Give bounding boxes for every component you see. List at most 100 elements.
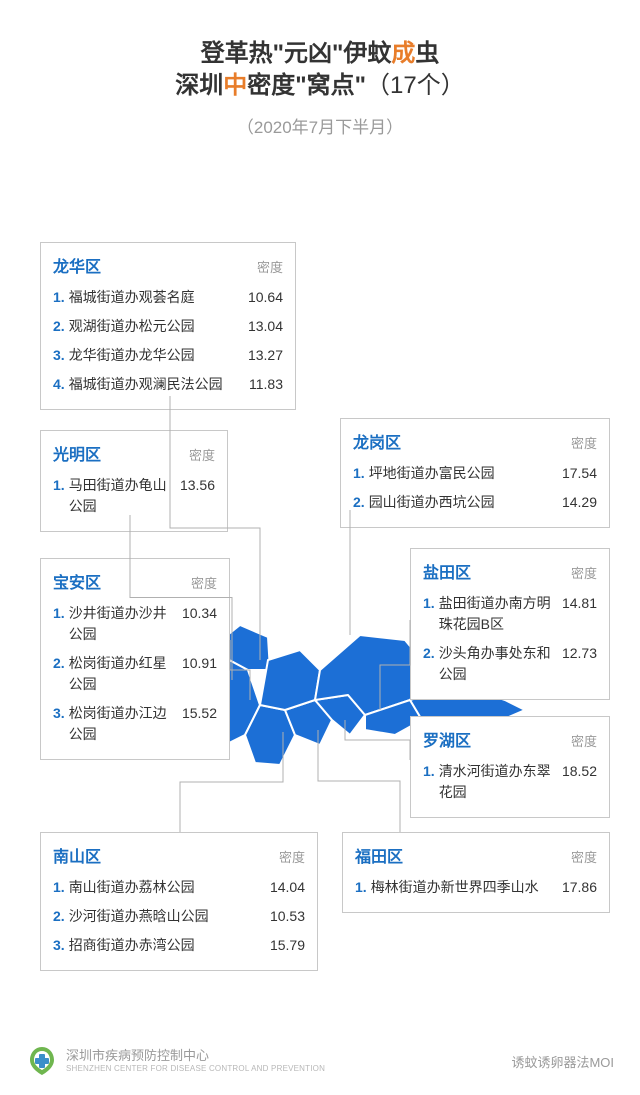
footer: 深圳市疾病预防控制中心 SHENZHEN CENTER FOR DISEASE …	[0, 1045, 640, 1077]
density-column-label: 密度	[257, 257, 283, 276]
footer-org: 深圳市疾病预防控制中心 SHENZHEN CENTER FOR DISEASE …	[66, 1048, 325, 1073]
density-value: 10.34	[182, 603, 217, 624]
district-name: 宝安区	[53, 569, 101, 593]
row-index: 1.	[53, 287, 65, 308]
density-value: 13.27	[248, 345, 283, 366]
card-header: 罗湖区 密度	[423, 727, 597, 751]
density-value: 10.91	[182, 653, 217, 674]
card-header: 福田区 密度	[355, 843, 597, 867]
density-value: 11.83	[249, 374, 283, 395]
location-name: 观湖街道办松元公园	[69, 316, 248, 337]
location-row: 1.马田街道办龟山公园13.56	[53, 471, 215, 521]
footer-method: 诱蚊诱卵器法MOI	[511, 1052, 614, 1071]
infographic-canvas: 龙华区密度1.福城街道办观荟名庭10.642.观湖街道办松元公园13.043.龙…	[0, 0, 640, 1095]
location-row: 1.盐田街道办南方明珠花园B区14.81	[423, 589, 597, 639]
density-value: 13.04	[248, 316, 283, 337]
district-card: 宝安区密度1.沙井街道办沙井公园10.342.松岗街道办红星公园10.913.松…	[40, 558, 230, 760]
cdc-logo-icon	[26, 1045, 58, 1077]
row-index: 1.	[423, 761, 435, 782]
location-row: 3.龙华街道办龙华公园13.27	[53, 341, 283, 370]
density-value: 17.86	[562, 877, 597, 898]
row-index: 2.	[53, 906, 65, 927]
density-value: 13.56	[180, 475, 215, 496]
density-column-label: 密度	[571, 847, 597, 866]
density-value: 12.73	[562, 643, 597, 664]
location-name: 松岗街道办江边公园	[69, 703, 182, 745]
row-index: 4.	[53, 374, 65, 395]
location-row: 1.南山街道办荔林公园14.04	[53, 873, 305, 902]
location-name: 沙河街道办燕晗山公园	[69, 906, 270, 927]
district-card: 光明区 密度 1.马田街道办龟山公园13.56	[40, 430, 228, 532]
footer-org-zh: 深圳市疾病预防控制中心	[66, 1048, 325, 1064]
location-row: 1.沙井街道办沙井公园10.34	[53, 599, 217, 649]
row-index: 1.	[353, 463, 365, 484]
location-row: 1.坪地街道办富民公园17.54	[353, 459, 597, 488]
footer-logo: 深圳市疾病预防控制中心 SHENZHEN CENTER FOR DISEASE …	[26, 1045, 325, 1077]
location-name: 南山街道办荔林公园	[69, 877, 270, 898]
card-header: 南山区 密度	[53, 843, 305, 867]
location-row: 2.观湖街道办松元公园13.04	[53, 312, 283, 341]
district-name: 龙华区	[53, 253, 101, 277]
density-column-label: 密度	[191, 573, 217, 592]
district-card: 龙岗区密度1.坪地街道办富民公园17.542.园山街道办西坑公园14.29	[340, 418, 610, 528]
location-row: 1.福城街道办观荟名庭10.64	[53, 283, 283, 312]
district-card: 福田区 密度 1.梅林街道办新世界四季山水17.86	[342, 832, 610, 913]
footer-org-en: SHENZHEN CENTER FOR DISEASE CONTROL AND …	[66, 1064, 325, 1074]
district-card: 盐田区密度1.盐田街道办南方明珠花园B区14.812.沙头角办事处东和公园12.…	[410, 548, 610, 700]
density-value: 15.79	[270, 935, 305, 956]
row-index: 2.	[53, 316, 65, 337]
location-name: 清水河街道办东翠花园	[439, 761, 562, 803]
location-name: 招商街道办赤湾公园	[69, 935, 270, 956]
district-name: 福田区	[355, 843, 403, 867]
location-name: 松岗街道办红星公园	[69, 653, 182, 695]
card-header: 龙岗区 密度	[353, 429, 597, 453]
location-row: 2.园山街道办西坑公园14.29	[353, 488, 597, 517]
location-row: 2.松岗街道办红星公园10.91	[53, 649, 217, 699]
card-header: 盐田区 密度	[423, 559, 597, 583]
location-name: 盐田街道办南方明珠花园B区	[439, 593, 562, 635]
density-value: 14.81	[562, 593, 597, 614]
density-column-label: 密度	[571, 731, 597, 750]
location-row: 4.福城街道办观澜民法公园11.83	[53, 370, 283, 399]
density-column-label: 密度	[571, 563, 597, 582]
density-value: 10.64	[248, 287, 283, 308]
location-name: 福城街道办观荟名庭	[69, 287, 248, 308]
density-column-label: 密度	[571, 433, 597, 452]
density-value: 14.29	[562, 492, 597, 513]
location-row: 2.沙头角办事处东和公园12.73	[423, 639, 597, 689]
district-card: 龙华区密度1.福城街道办观荟名庭10.642.观湖街道办松元公园13.043.龙…	[40, 242, 296, 410]
location-row: 3.松岗街道办江边公园15.52	[53, 699, 217, 749]
district-name: 光明区	[53, 441, 101, 465]
location-name: 福城街道办观澜民法公园	[69, 374, 249, 395]
district-name: 盐田区	[423, 559, 471, 583]
location-row: 3.招商街道办赤湾公园15.79	[53, 931, 305, 960]
density-value: 15.52	[182, 703, 217, 724]
district-name: 罗湖区	[423, 727, 471, 751]
location-row: 1.梅林街道办新世界四季山水17.86	[355, 873, 597, 902]
density-value: 14.04	[270, 877, 305, 898]
district-name: 龙岗区	[353, 429, 401, 453]
location-name: 沙头角办事处东和公园	[439, 643, 562, 685]
card-header: 龙华区 密度	[53, 253, 283, 277]
district-name: 南山区	[53, 843, 101, 867]
density-column-label: 密度	[189, 445, 215, 464]
location-row: 2.沙河街道办燕晗山公园10.53	[53, 902, 305, 931]
row-index: 2.	[353, 492, 365, 513]
row-index: 1.	[53, 475, 65, 496]
density-value: 10.53	[270, 906, 305, 927]
location-name: 园山街道办西坑公园	[369, 492, 562, 513]
location-row: 1.清水河街道办东翠花园18.52	[423, 757, 597, 807]
row-index: 1.	[53, 877, 65, 898]
density-value: 17.54	[562, 463, 597, 484]
location-name: 马田街道办龟山公园	[69, 475, 180, 517]
density-column-label: 密度	[279, 847, 305, 866]
row-index: 1.	[423, 593, 435, 614]
row-index: 2.	[423, 643, 435, 664]
location-name: 龙华街道办龙华公园	[69, 345, 248, 366]
card-header: 光明区 密度	[53, 441, 215, 465]
row-index: 3.	[53, 345, 65, 366]
row-index: 2.	[53, 653, 65, 674]
density-value: 18.52	[562, 761, 597, 782]
row-index: 1.	[53, 603, 65, 624]
row-index: 3.	[53, 703, 65, 724]
